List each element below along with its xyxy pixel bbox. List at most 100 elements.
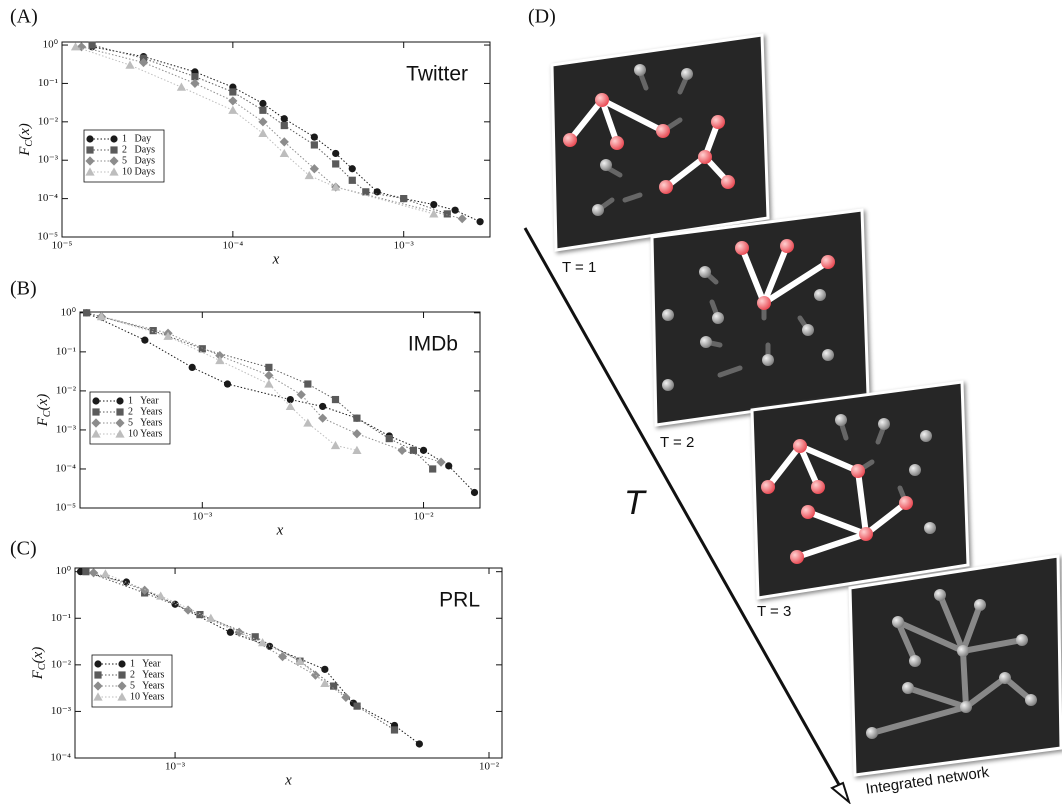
marker xyxy=(264,379,274,388)
marker xyxy=(183,605,193,615)
time-label: T xyxy=(624,484,647,522)
y-tick-label: 10⁻³ xyxy=(51,705,72,717)
marker xyxy=(348,176,356,184)
x-axis-label: x xyxy=(276,522,284,538)
marker xyxy=(320,678,330,687)
marker xyxy=(163,331,173,340)
marker xyxy=(331,182,341,191)
marker xyxy=(85,167,95,176)
marker xyxy=(215,355,225,365)
y-axis-label: FC(x) xyxy=(17,123,35,157)
marker xyxy=(110,146,118,154)
marker xyxy=(304,170,314,180)
marker xyxy=(125,60,135,69)
marker xyxy=(352,429,362,439)
marker xyxy=(258,117,268,127)
marker xyxy=(118,671,126,679)
marker xyxy=(140,585,150,595)
marker xyxy=(91,418,101,428)
marker xyxy=(277,652,288,662)
frame-label: T = 2 xyxy=(660,434,694,451)
marker xyxy=(321,665,329,673)
marker xyxy=(304,380,312,388)
marker xyxy=(83,309,91,317)
y-tick-label: 10⁻¹ xyxy=(51,612,71,624)
marker xyxy=(116,408,124,416)
marker xyxy=(353,414,361,422)
marker xyxy=(341,692,351,703)
x-axis-label: x xyxy=(284,772,292,788)
marker xyxy=(88,568,99,578)
legend-label: 10 Years xyxy=(130,691,165,702)
marker xyxy=(156,591,166,600)
marker xyxy=(190,78,200,89)
marker xyxy=(445,462,453,470)
legend-label: 2 Days xyxy=(122,144,155,155)
marker xyxy=(258,128,268,137)
y-tick-label: 10⁻³ xyxy=(38,154,59,166)
y-tick-label: 10⁰ xyxy=(43,39,59,51)
marker xyxy=(332,160,340,168)
marker xyxy=(331,395,340,404)
marker xyxy=(117,681,127,691)
marker xyxy=(82,568,90,576)
marker xyxy=(228,105,238,114)
y-tick-label: 10⁻⁴ xyxy=(50,752,71,764)
frame xyxy=(650,208,870,427)
diagram: (D) xyxy=(523,6,1062,804)
marker xyxy=(138,57,149,68)
marker xyxy=(310,133,318,141)
marker xyxy=(191,73,199,81)
marker xyxy=(457,214,467,224)
y-tick-label: 10⁰ xyxy=(61,306,77,318)
marker xyxy=(348,165,356,173)
x-axis-label: x xyxy=(272,251,280,267)
marker xyxy=(429,465,437,473)
x-tick-label: 10⁻⁴ xyxy=(223,240,244,252)
series-line xyxy=(101,316,358,451)
marker xyxy=(286,395,294,404)
marker xyxy=(70,42,81,51)
panel-label: (A) xyxy=(10,6,38,28)
marker xyxy=(91,429,101,438)
marker xyxy=(264,370,274,380)
x-tick-label: 10⁻⁵ xyxy=(52,240,73,252)
marker xyxy=(229,88,237,96)
chart: (C) PRL x FC(x) 10⁻³ 10⁻² 10⁻⁴ 10⁻³ 10⁻² 10⁻¹ 10⁰ 1… xyxy=(10,538,503,788)
marker xyxy=(436,457,446,467)
legend-label: 1 Year xyxy=(128,395,159,406)
marker xyxy=(430,200,438,209)
y-tick-label: 10⁻¹ xyxy=(38,77,58,89)
marker xyxy=(295,656,305,665)
legend-label: 10 Years xyxy=(128,428,163,439)
marker xyxy=(319,402,327,411)
marker xyxy=(390,726,399,734)
x-tick-label: 10⁻³ xyxy=(192,511,213,523)
marker xyxy=(86,135,94,143)
panel-label: (C) xyxy=(10,538,37,560)
marker xyxy=(476,218,484,226)
marker xyxy=(115,418,125,428)
marker xyxy=(309,164,319,174)
series-line xyxy=(86,312,434,470)
y-tick-label: 10⁻¹ xyxy=(56,345,76,357)
panel-label: (D) xyxy=(528,6,556,28)
x-tick-label: 10⁻³ xyxy=(394,240,415,252)
marker xyxy=(94,660,102,668)
marker xyxy=(409,446,418,454)
y-tick-label: 10⁻⁵ xyxy=(37,231,58,243)
marker xyxy=(259,99,267,108)
frame-label: T = 1 xyxy=(562,259,596,276)
y-tick-label: 10⁻⁴ xyxy=(37,192,58,204)
marker xyxy=(330,682,338,690)
plot-frame xyxy=(74,567,503,759)
x-tick-label: 10⁻² xyxy=(479,761,500,773)
y-axis-label-part: F xyxy=(30,669,46,680)
y-tick-label: 10⁰ xyxy=(56,565,72,577)
marker xyxy=(223,380,232,388)
marker xyxy=(215,351,225,361)
legend-label: 2 Years xyxy=(130,669,165,680)
legend-label: 10 Days xyxy=(122,166,155,177)
